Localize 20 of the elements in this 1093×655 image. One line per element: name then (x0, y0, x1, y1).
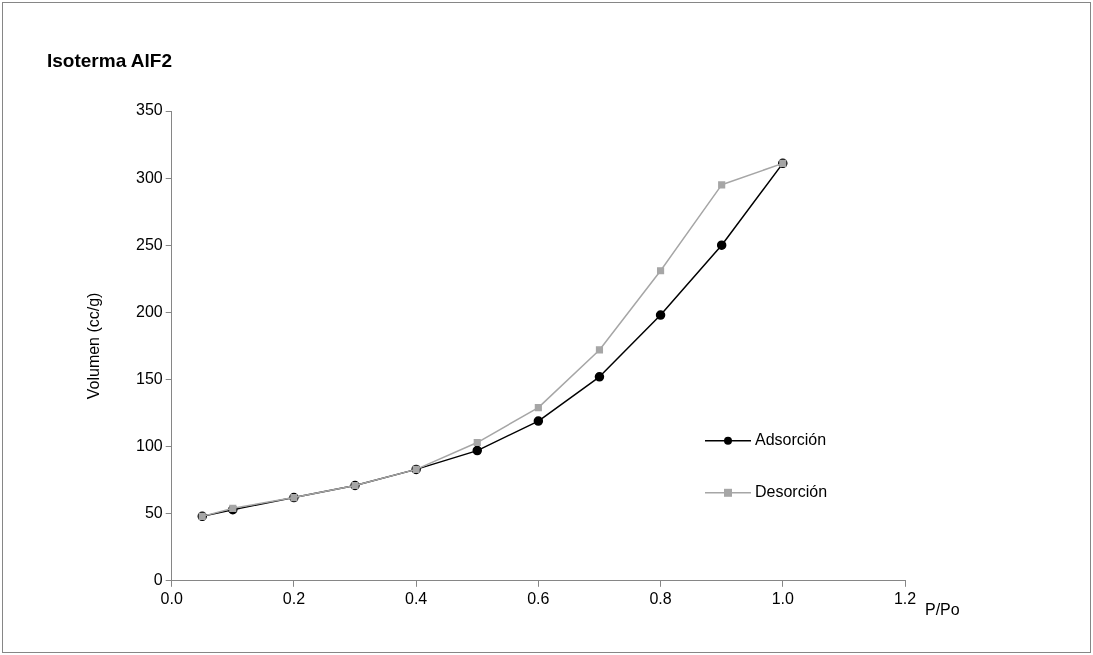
x-tick-label: 0.4 (405, 589, 428, 607)
x-tick-label: 0.2 (282, 589, 306, 607)
y-tick-label: 50 (144, 504, 163, 522)
x-tick-label: 0.8 (649, 589, 672, 607)
x-axis-title: P/Po (925, 600, 960, 618)
legend-label: Desorción (755, 483, 828, 501)
y-tick-label: 250 (135, 235, 163, 253)
y-tick-label: 100 (135, 436, 163, 454)
y-tick-label: 300 (135, 168, 163, 186)
chart-title: Isoterma AlF2 (47, 50, 172, 71)
y-tick-label: 0 (153, 571, 163, 589)
y-tick-label: 200 (135, 302, 163, 320)
y-tick-label: 350 (135, 101, 163, 119)
y-axis-title: Volumen (cc/g) (85, 292, 102, 400)
x-tick-label: 1.2 (893, 589, 917, 607)
x-tick-label: 0.0 (160, 589, 183, 607)
x-tick-label: 1.0 (771, 589, 794, 607)
y-tick-label: 150 (135, 369, 163, 387)
x-tick-label: 0.6 (527, 589, 550, 607)
legend-label: Adsorción (755, 431, 827, 449)
